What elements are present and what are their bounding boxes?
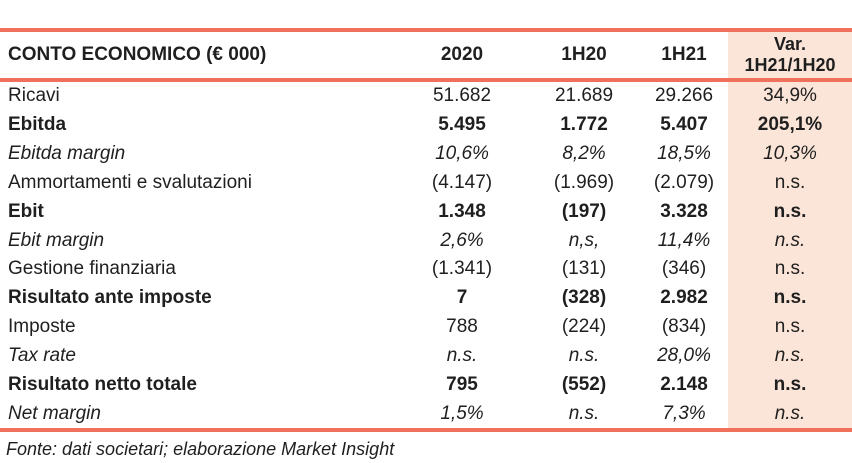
cell-value: 10,3%	[728, 139, 852, 169]
cell-value: (197)	[561, 200, 607, 222]
column-header-1h21: 1H21	[661, 44, 707, 65]
cell-value: 51.682	[432, 85, 492, 107]
row-label: Ebitda	[8, 114, 67, 136]
table-header-row: CONTO ECONOMICO (€ 000) 2020 1H20 1H21 V…	[0, 32, 852, 78]
cell-value: n.s.	[568, 402, 600, 424]
cell-value: 7	[456, 287, 468, 309]
cell-value: 21.689	[554, 85, 614, 107]
table-row: Ricavi 51.682 21.689 29.266 34,9%	[0, 82, 852, 111]
cell-value: 3.328	[660, 200, 708, 222]
cell-value: n.s.	[728, 312, 852, 342]
header-separator-rule	[0, 78, 852, 82]
cell-value: 1.772	[560, 114, 608, 136]
cell-value: (346)	[661, 258, 707, 280]
cell-value: 1.348	[438, 200, 486, 222]
table-row: Risultato ante imposte 7 (328) 2.982 n.s.	[0, 283, 852, 313]
row-label: Ebitda margin	[8, 143, 126, 165]
cell-value: (2.079)	[653, 171, 715, 193]
table-row: Ebitda 5.495 1.772 5.407 205,1%	[0, 110, 852, 140]
table-row: Imposte 788 (224) (834) n.s.	[0, 312, 852, 342]
cell-value: 795	[446, 373, 478, 395]
row-label: Risultato ante imposte	[8, 287, 212, 309]
cell-value: 1,5%	[440, 402, 484, 424]
top-rule	[0, 28, 852, 32]
cell-value: 5.407	[660, 114, 708, 136]
cell-value: 2.982	[660, 287, 708, 309]
cell-value: 8,2%	[562, 143, 606, 165]
cell-value: 7,3%	[662, 402, 706, 424]
cell-value: 788	[446, 316, 478, 338]
row-label: Net margin	[8, 402, 101, 424]
row-label: Ricavi	[8, 85, 60, 107]
cell-value: (834)	[661, 316, 707, 338]
row-label: Gestione finanziaria	[8, 258, 176, 280]
column-header-var-line1: Var.	[773, 34, 807, 54]
cell-value: 29.266	[654, 85, 714, 107]
cell-value: 28,0%	[657, 344, 711, 366]
bottom-rule	[0, 428, 852, 432]
cell-value: n.s.	[568, 344, 600, 366]
row-label: Imposte	[8, 316, 76, 338]
column-header-2020: 2020	[440, 44, 484, 65]
cell-value: 2.148	[660, 373, 708, 395]
cell-value: n,s,	[568, 229, 600, 251]
cell-value: (328)	[561, 287, 607, 309]
table-title: CONTO ECONOMICO (€ 000)	[8, 44, 267, 65]
table-row: Gestione finanziaria (1.341) (131) (346) n.s…	[0, 254, 852, 284]
row-label: Risultato netto totale	[8, 373, 197, 395]
column-header-var-line2: 1H21/1H20	[744, 55, 836, 75]
cell-value: (224)	[561, 316, 607, 338]
cell-value: 2,6%	[440, 229, 484, 251]
cell-value: (4.147)	[431, 171, 493, 193]
row-label: Ammortamenti e svalutazioni	[8, 171, 252, 193]
source-note: Fonte: dati societari; elaborazione Mark…	[6, 439, 395, 459]
cell-value: 205,1%	[728, 110, 852, 140]
table-row: Ebit margin 2,6% n,s, 11,4% n.s.	[0, 226, 852, 255]
cell-value: n.s.	[728, 168, 852, 198]
row-label: Tax rate	[8, 344, 76, 366]
cell-value: 10,6%	[435, 143, 489, 165]
table-row: Ebitda margin 10,6% 8,2% 18,5% 10,3%	[0, 139, 852, 169]
row-label: Ebit	[8, 200, 44, 222]
cell-value: n.s.	[728, 197, 852, 227]
cell-value: n.s.	[728, 370, 852, 400]
cell-value: n.s.	[728, 226, 852, 255]
table-row: Tax rate n.s. n.s. 28,0% n.s.	[0, 341, 852, 371]
cell-value: n.s.	[446, 344, 478, 366]
table-row: Risultato netto totale 795 (552) 2.148 n.s.	[0, 370, 852, 400]
cell-value: n.s.	[728, 399, 852, 428]
cell-value: (1.341)	[431, 258, 493, 280]
cell-value: 34,9%	[728, 82, 852, 111]
cell-value: (552)	[561, 373, 607, 395]
cell-value: 11,4%	[657, 229, 711, 251]
cell-value: 18,5%	[657, 143, 711, 165]
column-header-var: Var. 1H21/1H20	[728, 32, 852, 78]
cell-value: n.s.	[728, 254, 852, 284]
cell-value: 5.495	[438, 114, 486, 136]
cell-value: (1.969)	[553, 171, 615, 193]
table-row: Net margin 1,5% n.s. 7,3% n.s.	[0, 399, 852, 428]
table-body: Ricavi 51.682 21.689 29.266 34,9% Ebitda 5.495…	[0, 82, 852, 428]
table-row: Ebit 1.348 (197) 3.328 n.s.	[0, 197, 852, 227]
table-row: Ammortamenti e svalutazioni (4.147) (1.969…	[0, 168, 852, 198]
cell-value: n.s.	[728, 341, 852, 371]
cell-value: (131)	[561, 258, 607, 280]
cell-value: n.s.	[728, 283, 852, 313]
column-header-1h20: 1H20	[561, 44, 607, 65]
row-label: Ebit margin	[8, 229, 105, 251]
